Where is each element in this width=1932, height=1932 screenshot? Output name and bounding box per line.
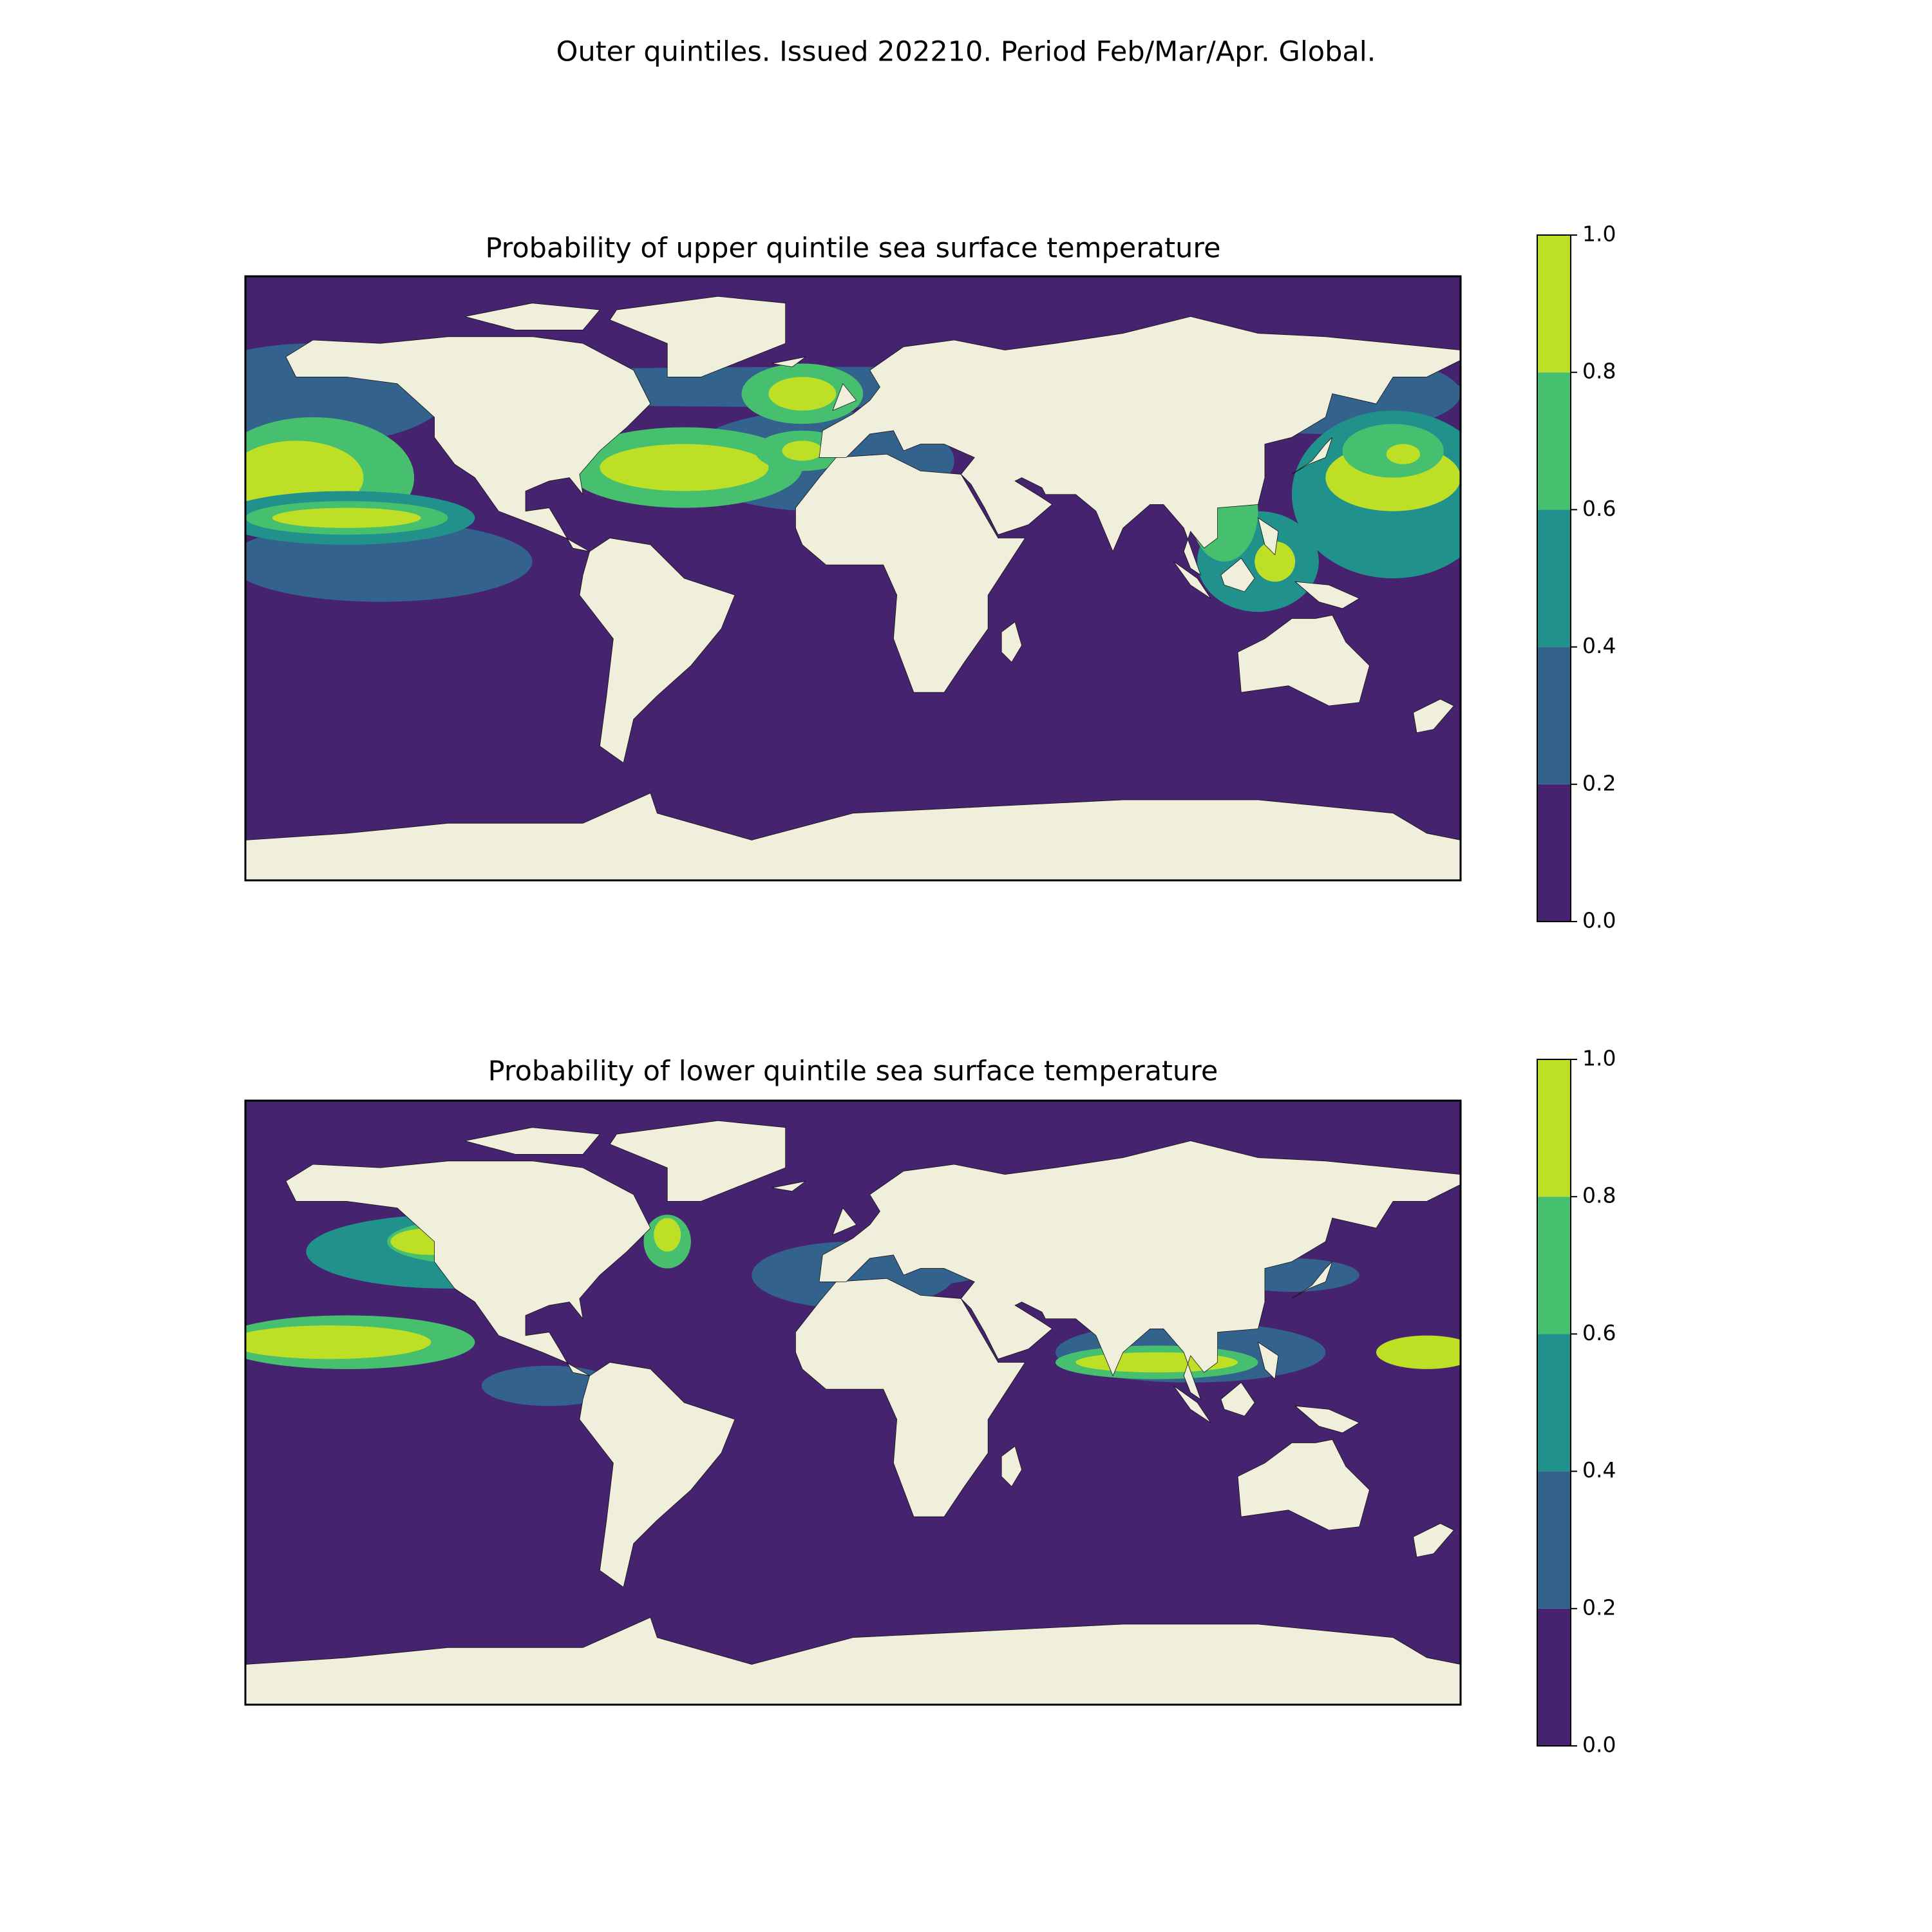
- colorbar-tick-label: 1.0: [1582, 1046, 1616, 1071]
- map-title: Probability of lower quintile sea surfac…: [488, 1056, 1218, 1088]
- colorbar-tick-label: 0.4: [1582, 633, 1616, 658]
- colorbar-segment: [1537, 647, 1571, 784]
- probability-region: [1386, 444, 1421, 464]
- colorbar-segment: [1537, 1334, 1571, 1472]
- map: [245, 276, 1461, 880]
- colorbar-segment: [1537, 784, 1571, 922]
- colorbar-segment: [1537, 1608, 1571, 1746]
- colorbar-segment: [1537, 1471, 1571, 1609]
- colorbar-tick-label: 1.0: [1582, 222, 1616, 247]
- probability-region: [782, 440, 823, 461]
- colorbar-frame: [1537, 234, 1571, 922]
- colorbar-tick-label: 0.2: [1582, 1595, 1616, 1620]
- colorbar-tick-label: 0.0: [1582, 1732, 1616, 1757]
- colorbar-tick-label: 0.4: [1582, 1457, 1616, 1482]
- colorbar-segment: [1537, 509, 1571, 647]
- colorbar-tick-label: 0.8: [1582, 1183, 1616, 1208]
- probability-region: [272, 507, 421, 528]
- colorbar-segment: [1537, 1059, 1571, 1197]
- colorbar-tick-label: 0.8: [1582, 359, 1616, 384]
- colorbar-frame: [1537, 1059, 1571, 1747]
- probability-region: [1255, 541, 1296, 582]
- map-frame: [244, 1099, 1462, 1706]
- colorbar-segment: [1537, 1197, 1571, 1334]
- figure-title: Outer quintiles. Issued 202210. Period F…: [556, 36, 1376, 68]
- colorbar-segment: [1537, 372, 1571, 510]
- probability-region: [768, 377, 837, 411]
- colorbar-tick-label: 0.6: [1582, 1320, 1616, 1345]
- map-title: Probability of upper quintile sea surfac…: [485, 232, 1220, 265]
- colorbar-segment: [1537, 235, 1571, 373]
- probability-region: [654, 1218, 681, 1252]
- probability-region: [1376, 1335, 1461, 1369]
- map: [245, 1101, 1461, 1705]
- colorbar-tick-label: 0.6: [1582, 496, 1616, 521]
- probability-region: [600, 444, 769, 491]
- colorbar-tick-label: 0.0: [1582, 908, 1616, 933]
- probability-region: [245, 1325, 431, 1359]
- colorbar-tick-label: 0.2: [1582, 770, 1616, 795]
- map-frame: [244, 275, 1462, 882]
- probability-region: [481, 1365, 617, 1406]
